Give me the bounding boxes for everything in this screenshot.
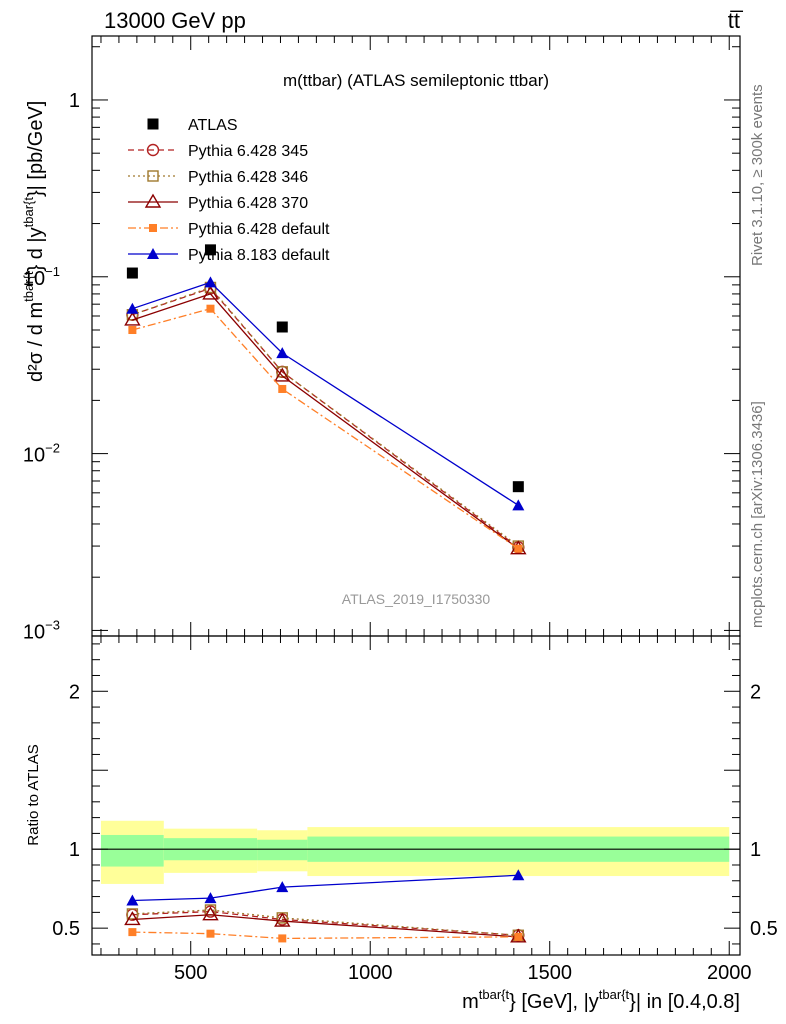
series-line-4 [132, 307, 519, 550]
x-axis-label-part: tbar{t [599, 987, 630, 1002]
y-axis-label-part: tbar{t [21, 197, 36, 228]
ratio-y-tick-label-right: 2 [750, 681, 761, 703]
x-axis-label-part: } [GeV], |y [509, 991, 599, 1013]
data-point [276, 366, 288, 378]
ratio-data-point [274, 912, 291, 927]
ratio-panel: 500 1000 1500 2000 0.5 0.5 1 1 2 2 Ratio to ATLAS m… [25, 36, 778, 1013]
ratio-y-axis-label: Ratio to ATLAS [25, 744, 42, 845]
ratio-y-tick-label: 0.5 [52, 918, 80, 940]
x-axis-label: mtbar{t} [GeV], |ytbar{t}| in [0.4,0.8] [462, 987, 740, 1013]
y-tick-base: 10 [23, 621, 45, 643]
ratio-data-point [204, 892, 217, 904]
ratio-data-point [514, 932, 523, 941]
data-point [278, 384, 287, 393]
data-point [126, 302, 139, 314]
series-line-5 [132, 281, 519, 506]
legend-label: Pythia 6.428 345 [188, 143, 308, 160]
data-point [512, 481, 524, 493]
legend-label: Pythia 6.428 default [188, 221, 330, 238]
legend-label: Pythia 6.428 370 [188, 195, 308, 212]
data-point [514, 544, 523, 553]
data-point [276, 347, 289, 359]
legend-marker [147, 118, 159, 130]
ratio-data-point [276, 881, 289, 893]
ratio-y-tick-label: 2 [69, 681, 80, 703]
x-axis-label-part: m [462, 991, 479, 1013]
collision-label: 13000 GeV pp [104, 8, 246, 33]
data-point [204, 276, 217, 288]
x-tick-label: 500 [174, 962, 207, 984]
ratio-y-tick-label: 1 [69, 839, 80, 861]
y-tick-label: 10−3 [23, 617, 60, 643]
data-point [128, 326, 137, 335]
y-tick-base: 10 [23, 268, 45, 290]
ratio-data-point [128, 928, 137, 937]
uncertainty-band-green [257, 839, 308, 861]
y-tick-exp: −1 [45, 264, 60, 279]
y-tick-base: 10 [23, 445, 45, 467]
ratio-data-point [512, 869, 525, 881]
data-point [276, 321, 288, 333]
x-axis-label-part: }| in [0.4,0.8] [629, 991, 740, 1013]
ratio-series-line-2 [132, 914, 519, 938]
ratio-series-line-3 [132, 931, 519, 940]
x-tick-label: 1500 [527, 962, 572, 984]
y-tick-label: 10−1 [23, 264, 60, 290]
y-tick-exp: −2 [45, 441, 60, 456]
data-point [204, 244, 216, 256]
y-axis-label: d²σ / d mtbar{t} d |ytbar{t}| [pb/GeV] [21, 101, 47, 382]
legend-label: Pythia 8.183 default [188, 247, 330, 264]
series-line-2 [132, 286, 519, 547]
y-tick-label: 1 [69, 90, 80, 112]
ratio-data-point [126, 894, 139, 906]
data-point [202, 285, 219, 300]
watermark: ATLAS_2019_I1750330 [342, 591, 491, 607]
data-point [512, 499, 525, 511]
x-tick-label: 2000 [707, 962, 752, 984]
rivet-label: Rivet 3.1.10, ≥ 300k events [749, 84, 766, 266]
y-axis-label-part: } d |y [25, 227, 47, 271]
ratio-y-tick-label-right: 0.5 [750, 918, 778, 940]
series-line-3 [132, 293, 519, 550]
legend-marker [144, 193, 162, 208]
y-axis-label-part: }| [pb/GeV] [25, 101, 47, 197]
uncertainty-band-green [100, 834, 164, 867]
y-axis-label-part: tbar{t [21, 271, 36, 302]
ratio-data-point [278, 934, 287, 943]
x-axis-label-part: tbar{t [479, 987, 510, 1002]
data-point [126, 267, 138, 279]
ratio-series-line-0 [132, 910, 519, 936]
y-tick-exp: −3 [45, 617, 60, 632]
legend-label: Pythia 6.428 346 [188, 169, 308, 186]
data-point [124, 311, 141, 326]
ratio-data-point [206, 929, 215, 938]
ratio-data-point [124, 911, 141, 926]
y-axis-label-part: d²σ / d m [25, 302, 47, 382]
chart-title: m(ttbar) (ATLAS semileptonic ttbar) [283, 71, 549, 90]
legend-marker [146, 143, 160, 157]
process-label: tt̅ [728, 8, 744, 33]
data-point [206, 304, 215, 313]
data-point [274, 367, 291, 382]
ratio-frame [91, 635, 741, 956]
mcplots-label: mcplots.cern.ch [arXiv:1306.3436] [749, 401, 766, 628]
legend-marker [147, 170, 159, 182]
ratio-data-point [202, 906, 219, 921]
legend-marker [147, 248, 159, 259]
x-tick-label: 1000 [348, 962, 393, 984]
ratio-y-tick-label-right: 1 [750, 839, 761, 861]
y-tick-label: 10−2 [23, 441, 60, 467]
legend-label: ATLAS [188, 117, 238, 134]
legend-marker [149, 224, 157, 232]
ratio-series-line-4 [132, 874, 519, 902]
